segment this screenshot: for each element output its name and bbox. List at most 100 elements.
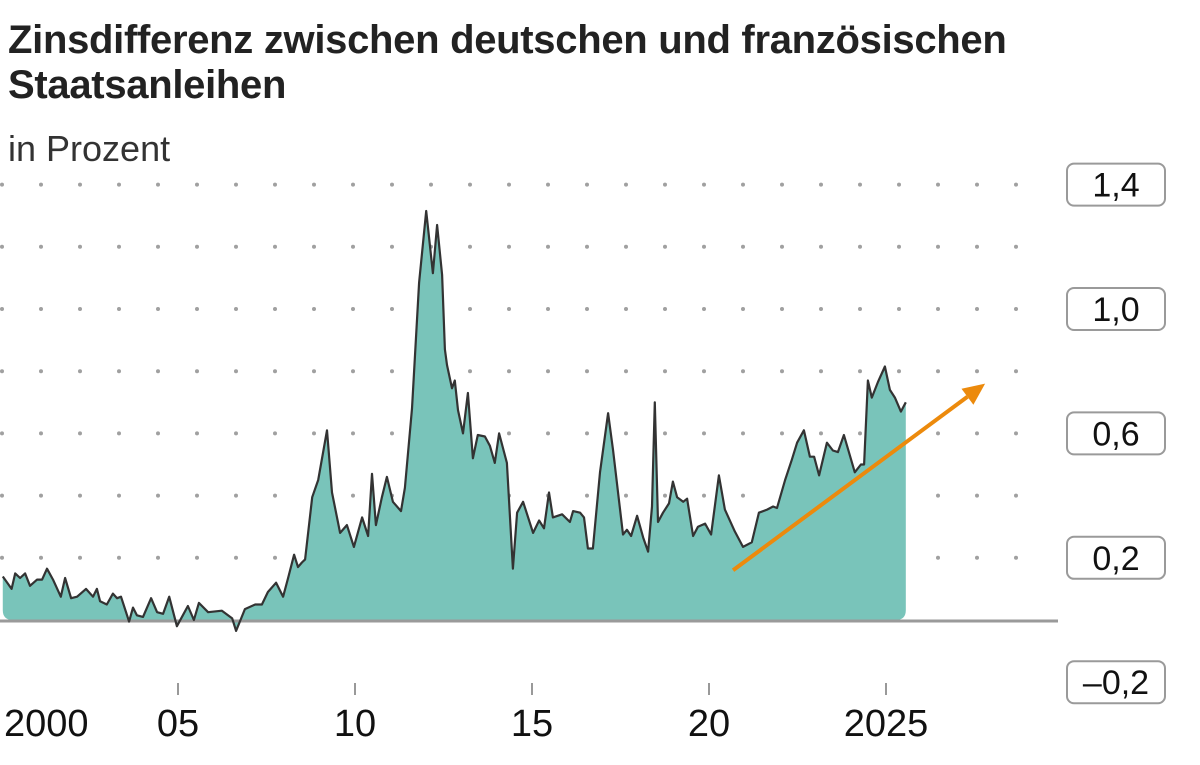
grid-dot — [351, 244, 355, 249]
grid-dot — [663, 369, 667, 374]
grid-dot — [624, 244, 628, 249]
chart-subtitle: in Prozent — [8, 128, 171, 169]
area-layer — [0, 209, 1058, 632]
grid-dot — [78, 307, 82, 311]
grid-dot — [624, 431, 628, 436]
grid-dot — [273, 431, 277, 436]
grid-dot — [702, 493, 706, 498]
grid-dot — [195, 431, 199, 436]
grid-dot — [312, 369, 316, 374]
grid-dot — [1014, 493, 1018, 498]
grid-dot — [585, 431, 589, 436]
grid-dot — [624, 369, 628, 374]
grid-dot — [0, 555, 4, 560]
grid-dot — [468, 182, 472, 187]
grid-dot — [546, 182, 550, 187]
grid-dot — [195, 493, 199, 498]
grid-dot — [663, 493, 667, 498]
grid-dot — [468, 369, 472, 374]
grid-dot — [273, 555, 277, 560]
grid-dot — [1014, 244, 1018, 249]
grid-dot — [273, 244, 277, 249]
grid-dot — [351, 182, 355, 187]
grid-dot — [741, 244, 745, 249]
trend-arrow-head — [961, 383, 986, 405]
grid-dot — [663, 307, 667, 311]
grid-dot — [1014, 307, 1018, 311]
grid-dot — [0, 244, 4, 249]
grid-dot — [468, 244, 472, 249]
grid-dot — [0, 307, 4, 311]
grid-dot — [975, 244, 979, 249]
grid-dot — [390, 182, 394, 187]
grid-dot — [546, 369, 550, 374]
grid-dot — [0, 369, 4, 374]
series-line — [1, 209, 907, 632]
grid-dot — [624, 307, 628, 311]
grid-dot — [39, 307, 43, 311]
grid-dot — [78, 182, 82, 187]
grid-dot — [858, 431, 862, 436]
grid-dot — [117, 244, 121, 249]
grid-dot — [390, 431, 394, 436]
grid-dot — [156, 369, 160, 374]
grid-dot — [156, 493, 160, 498]
grid-dot — [702, 431, 706, 436]
grid-dot — [780, 369, 784, 374]
grid-dot — [819, 182, 823, 187]
grid-dot — [585, 493, 589, 498]
y-tick-box — [1066, 535, 1166, 580]
grid-dot — [741, 369, 745, 374]
x-tick-label: 15 — [511, 703, 553, 745]
grid-dot — [702, 182, 706, 187]
grid-dot — [858, 182, 862, 187]
grid-dot — [741, 431, 745, 436]
grid-dot — [312, 307, 316, 311]
grid-dot — [234, 307, 238, 311]
grid-dot — [507, 182, 511, 187]
grid-dot — [936, 555, 940, 560]
grid-dot — [78, 493, 82, 498]
grid-dot — [156, 244, 160, 249]
grid-dot — [936, 182, 940, 187]
grid-dot — [39, 555, 43, 560]
chart-title: Zinsdifferenz zwischen deutschen und fra… — [8, 18, 1007, 107]
grid-dot — [78, 431, 82, 436]
grid-dot — [858, 307, 862, 311]
grid-dot — [780, 244, 784, 249]
grid-dot — [390, 307, 394, 311]
grid-dot — [351, 307, 355, 311]
grid-dot — [0, 182, 4, 187]
y-tick-label: –0,2 — [1083, 664, 1149, 702]
grid-dot — [507, 244, 511, 249]
grid-dot — [975, 493, 979, 498]
grid-dot — [78, 369, 82, 374]
grid-dot — [702, 369, 706, 374]
grid-dot — [117, 307, 121, 311]
x-tick-label: 05 — [157, 703, 199, 745]
grid-dot — [117, 493, 121, 498]
grid-dot — [468, 307, 472, 311]
grid-dot — [702, 307, 706, 311]
grid-dot — [663, 182, 667, 187]
grid-dot — [390, 369, 394, 374]
x-tick-label: 20 — [688, 703, 730, 745]
y-tick-box — [1066, 162, 1166, 207]
grid-dot — [741, 182, 745, 187]
y-tick-label: 1,4 — [1092, 167, 1139, 205]
grid-dot — [936, 369, 940, 374]
grid-dot — [741, 307, 745, 311]
grid-dot — [780, 182, 784, 187]
grid-dot — [1014, 431, 1018, 436]
x-tick-label: 2025 — [844, 703, 929, 745]
grid-dot — [936, 431, 940, 436]
grid-dot — [819, 431, 823, 436]
grid-dot — [195, 369, 199, 374]
x-tick-label: 10 — [334, 703, 376, 745]
grid-dot — [936, 493, 940, 498]
grid-dot — [234, 182, 238, 187]
grid-dot — [39, 244, 43, 249]
y-tick-label: 0,6 — [1092, 415, 1139, 453]
grid-dot — [585, 244, 589, 249]
